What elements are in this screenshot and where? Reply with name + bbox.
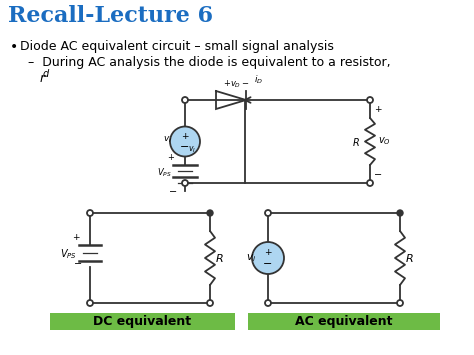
Circle shape: [87, 300, 93, 306]
Circle shape: [182, 180, 188, 186]
Text: −: −: [180, 142, 190, 152]
Circle shape: [367, 180, 373, 186]
Circle shape: [207, 300, 213, 306]
Text: +: +: [181, 132, 189, 141]
Circle shape: [265, 210, 271, 216]
Text: $R$: $R$: [215, 252, 224, 264]
FancyBboxPatch shape: [50, 313, 235, 330]
Circle shape: [207, 210, 213, 216]
Text: $+ v_D -$: $+ v_D -$: [223, 78, 249, 90]
Circle shape: [397, 210, 403, 216]
Text: −: −: [264, 258, 273, 269]
Text: $R$: $R$: [352, 136, 360, 147]
Circle shape: [265, 300, 271, 306]
Text: Diode AC equivalent circuit – small signal analysis: Diode AC equivalent circuit – small sign…: [20, 40, 334, 53]
Text: −: −: [169, 187, 177, 197]
Text: d: d: [43, 69, 49, 79]
Text: r: r: [28, 72, 45, 85]
Text: AC equivalent: AC equivalent: [295, 315, 393, 328]
Text: $V_{PS}$: $V_{PS}$: [60, 247, 77, 261]
Text: $R$: $R$: [405, 252, 414, 264]
Circle shape: [252, 242, 284, 274]
Text: $i_D$: $i_D$: [254, 73, 263, 86]
Circle shape: [170, 126, 200, 157]
Text: $v_I$: $v_I$: [188, 144, 196, 155]
Circle shape: [397, 300, 403, 306]
Text: $v_O$: $v_O$: [378, 136, 391, 147]
Text: +: +: [374, 105, 382, 114]
Text: Recall-Lecture 6: Recall-Lecture 6: [8, 5, 213, 27]
Text: +: +: [72, 234, 80, 242]
Text: −: −: [74, 260, 82, 269]
Circle shape: [87, 210, 93, 216]
Text: $v_i$: $v_i$: [246, 252, 256, 264]
Circle shape: [182, 97, 188, 103]
Text: −: −: [374, 170, 382, 180]
Circle shape: [367, 97, 373, 103]
Text: $V_{PS}$: $V_{PS}$: [157, 166, 172, 179]
Text: +: +: [264, 248, 272, 257]
Text: DC equivalent: DC equivalent: [93, 315, 191, 328]
Text: $v_i$: $v_i$: [163, 134, 172, 145]
Text: –  During AC analysis the diode is equivalent to a resistor,: – During AC analysis the diode is equiva…: [28, 56, 391, 69]
Text: •: •: [10, 40, 18, 54]
FancyBboxPatch shape: [248, 313, 440, 330]
Text: +: +: [167, 153, 174, 162]
